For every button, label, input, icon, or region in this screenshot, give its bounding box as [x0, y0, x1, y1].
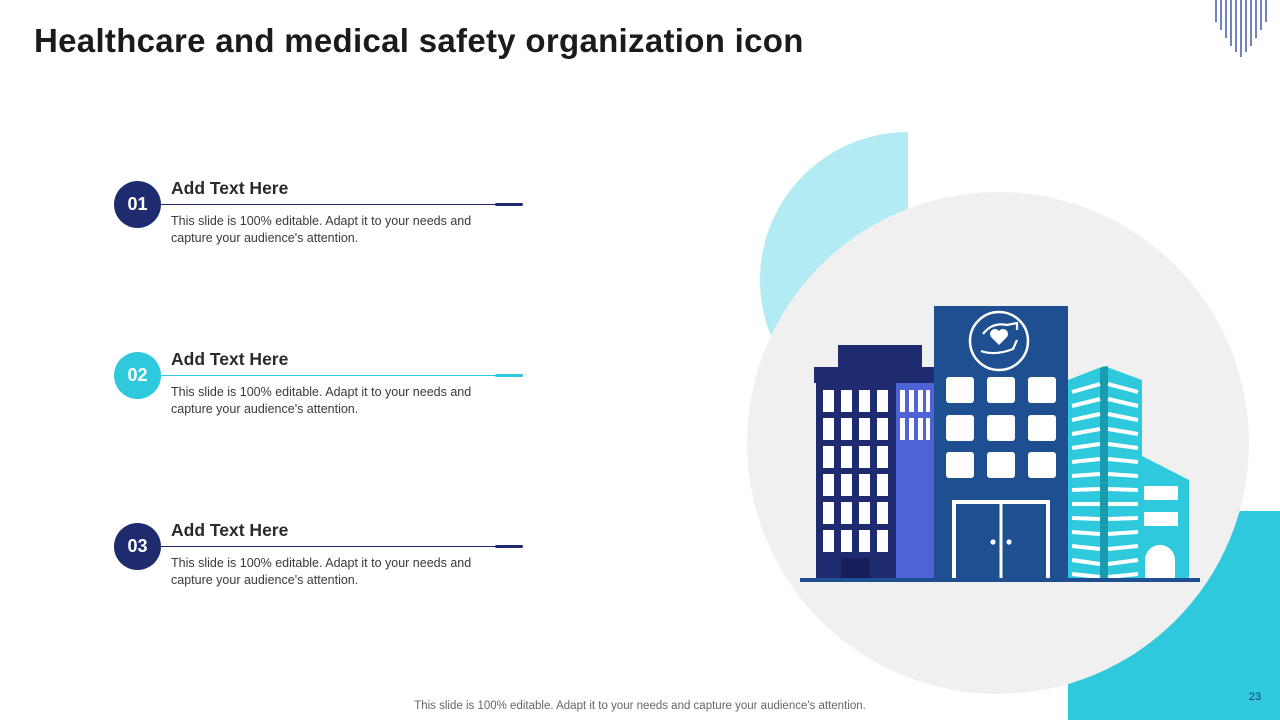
- item-title: Add Text Here: [171, 349, 289, 369]
- hand-protecting-heart-icon: [968, 310, 1030, 372]
- number-badge: 03: [114, 523, 161, 570]
- item-title: Add Text Here: [171, 520, 289, 540]
- divider-accent: [495, 545, 523, 548]
- item-description: This slide is 100% editable. Adapt it to…: [171, 214, 472, 245]
- list-item-01: 01 Add Text Here This slide is 100% edit…: [114, 178, 534, 271]
- slide-title: Healthcare and medical safety organizati…: [34, 22, 804, 59]
- item-description: This slide is 100% editable. Adapt it to…: [171, 385, 472, 416]
- page-number: 23: [1248, 691, 1262, 703]
- footer-note: This slide is 100% editable. Adapt it to…: [414, 700, 866, 712]
- left-building-icon: [814, 345, 934, 580]
- hospital-building-icon: [934, 306, 1068, 580]
- divider-accent: [495, 374, 523, 377]
- number-badge: 01: [114, 181, 161, 228]
- list-item-02: 02 Add Text Here This slide is 100% edit…: [114, 349, 534, 442]
- ground-line: [800, 578, 1200, 582]
- divider-accent: [495, 203, 523, 206]
- number-badge: 02: [114, 352, 161, 399]
- decorative-lines: [1215, 0, 1267, 57]
- right-building-icon: [1068, 366, 1189, 580]
- list-item-03: 03 Add Text Here This slide is 100% edit…: [114, 520, 534, 613]
- item-description: This slide is 100% editable. Adapt it to…: [171, 556, 472, 587]
- divider: [161, 204, 523, 205]
- item-title: Add Text Here: [171, 178, 289, 198]
- divider: [161, 546, 523, 547]
- divider: [161, 375, 523, 376]
